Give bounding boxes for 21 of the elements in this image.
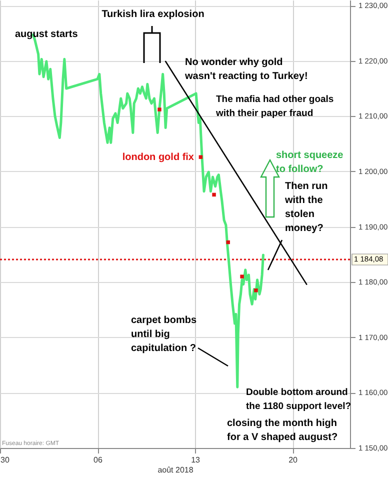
x-axis-title: août 2018 — [158, 466, 194, 474]
annotation: No wonder why gold wasn't reacting to Turkey! — [184, 57, 308, 82]
point — [226, 240, 230, 244]
annotation: Double bottom around the 1180 support level? — [246, 387, 352, 412]
point — [240, 274, 244, 278]
annotation: closing the month high for a V shaped august? — [227, 418, 338, 443]
point — [254, 288, 258, 292]
point — [158, 108, 162, 112]
x-tick-label: 13 — [191, 456, 201, 464]
point — [198, 155, 203, 159]
point — [212, 192, 216, 197]
annotation: august starts — [15, 29, 78, 40]
series-label: london gold fix — [122, 152, 194, 163]
annotation: short squeeze to follow? — [276, 150, 344, 175]
x-tick-label: 20 — [288, 456, 298, 464]
annotation: Then run with the stolen money? — [284, 181, 328, 234]
x-tick-label: 06 — [94, 456, 104, 464]
annotation: carpet bombs until big capitulation ? — [131, 315, 198, 354]
annotation: The mafia had other goals with their paper fraud — [215, 94, 334, 119]
annotation: Turkish lira explosion — [102, 9, 204, 20]
x-tick-label: 30 — [0, 456, 10, 464]
